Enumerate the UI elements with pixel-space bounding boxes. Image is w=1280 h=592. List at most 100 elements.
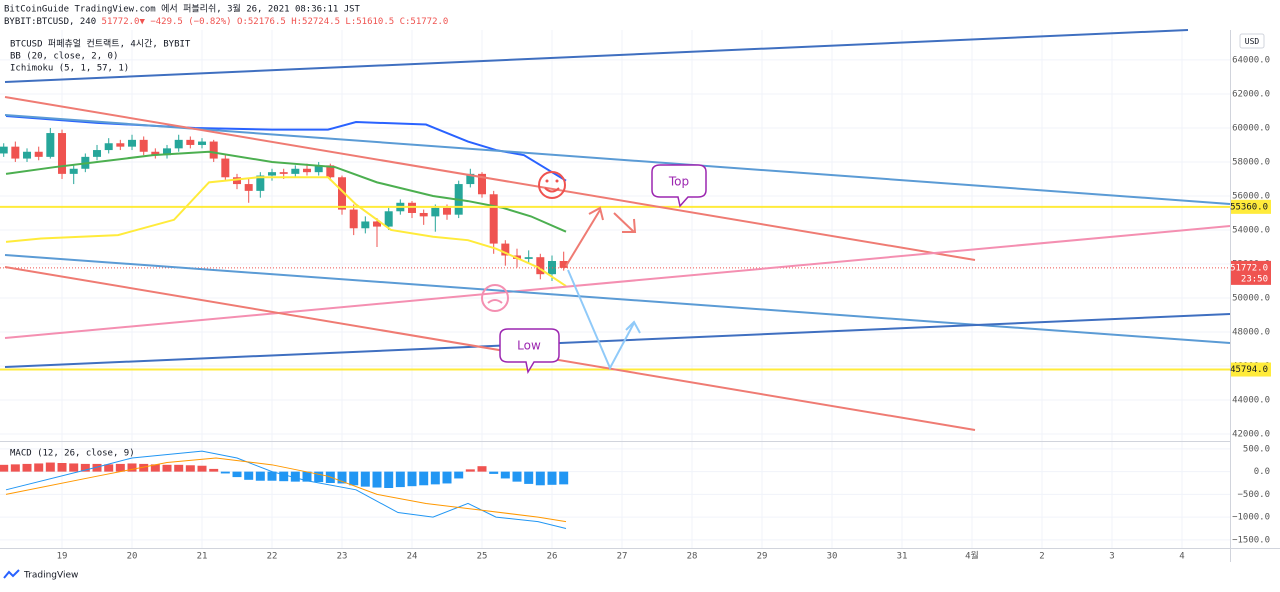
indicator-label: Ichimoku (5, 1, 57, 1) bbox=[10, 64, 129, 74]
histogram-bar bbox=[57, 463, 67, 472]
candle-body bbox=[233, 177, 242, 185]
candle-body bbox=[419, 212, 428, 217]
symbol-info: BYBIT:BTCUSD, 240 51772.0▼ −429.5 (−0.82… bbox=[4, 17, 448, 27]
ohlc: O:52176.5 H:52724.5 L:51610.5 C:51772.0 bbox=[237, 17, 448, 27]
trendline bbox=[4, 313, 1231, 368]
candle-body bbox=[128, 139, 137, 147]
histogram-bar bbox=[524, 471, 534, 484]
y-tick-label: 54000.0 bbox=[1232, 225, 1270, 235]
trendline bbox=[4, 96, 976, 261]
candle-body bbox=[209, 141, 218, 159]
price-tag-label: 51772.0 bbox=[1230, 263, 1268, 273]
histogram-bar bbox=[0, 464, 9, 472]
histogram-bar bbox=[337, 471, 347, 484]
histogram-bar bbox=[104, 464, 114, 472]
histogram-bar bbox=[34, 463, 44, 472]
candle-body bbox=[69, 168, 78, 174]
trendline bbox=[4, 266, 976, 431]
indicator-label: BB (20, close, 2, 0) bbox=[10, 52, 118, 62]
x-tick-label: 4월 bbox=[965, 550, 979, 562]
y-tick-label: 58000.0 bbox=[1232, 157, 1270, 167]
histogram-bar bbox=[232, 471, 242, 478]
x-tick-label: 4 bbox=[1179, 552, 1184, 562]
candle-body bbox=[314, 165, 323, 173]
y-tick-label: −500.0 bbox=[1237, 490, 1270, 500]
arrow-head bbox=[625, 320, 641, 334]
candle-body bbox=[431, 207, 440, 217]
histogram-bar bbox=[372, 471, 382, 488]
currency-box[interactable] bbox=[1239, 33, 1265, 49]
histogram-bar bbox=[302, 471, 312, 482]
candle-body bbox=[279, 172, 288, 174]
histogram-bar bbox=[500, 471, 510, 479]
indicator-line bbox=[5, 150, 567, 233]
arrow-head bbox=[588, 206, 604, 221]
x-tick-label: 22 bbox=[267, 552, 278, 562]
currency[interactable]: USD bbox=[1245, 37, 1260, 46]
histogram-bar bbox=[115, 463, 125, 472]
histogram-bar bbox=[349, 471, 359, 486]
histogram-bar bbox=[559, 471, 569, 485]
x-tick-label: 2 bbox=[1039, 552, 1044, 562]
candle-body bbox=[23, 151, 32, 159]
histogram-bar bbox=[69, 463, 79, 472]
candle-body bbox=[443, 207, 452, 215]
y-tick-label: 62000.0 bbox=[1232, 89, 1270, 99]
candle-body bbox=[349, 209, 358, 229]
change: ▼ −429.5 (−0.82%) bbox=[139, 17, 231, 27]
y-tick-label: 64000.0 bbox=[1232, 55, 1270, 65]
smiley bbox=[544, 187, 560, 193]
histogram-bar bbox=[430, 471, 440, 485]
y-tick-label: 42000.0 bbox=[1232, 430, 1270, 440]
candle-body bbox=[139, 139, 148, 152]
histogram-bar bbox=[139, 463, 149, 472]
histogram-bar bbox=[489, 471, 499, 474]
y-tick-label: −1000.0 bbox=[1232, 513, 1270, 523]
price-tag-label: 55360.0 bbox=[1230, 202, 1268, 212]
histogram-bar bbox=[10, 464, 20, 472]
trendline bbox=[4, 225, 1231, 339]
histogram-bar bbox=[465, 469, 475, 472]
histogram-bar bbox=[314, 471, 324, 483]
histogram-bar bbox=[220, 471, 230, 474]
price-tag bbox=[1231, 362, 1271, 377]
price-tag-label: 45794.0 bbox=[1230, 365, 1268, 375]
candle-body bbox=[501, 243, 510, 256]
candle-body bbox=[408, 202, 417, 213]
smiley bbox=[538, 171, 566, 199]
candle-body bbox=[524, 257, 533, 259]
x-tick-label: 21 bbox=[197, 552, 208, 562]
candle-body bbox=[116, 143, 125, 147]
candle-body bbox=[559, 260, 568, 268]
histogram-bar bbox=[197, 465, 207, 472]
candle-body bbox=[104, 143, 113, 151]
x-tick-label: 27 bbox=[617, 552, 628, 562]
callout bbox=[499, 328, 560, 375]
arrow bbox=[613, 212, 635, 233]
last-price: 51772.0 bbox=[102, 17, 140, 27]
y-tick-label: 44000.0 bbox=[1232, 396, 1270, 406]
x-tick-label: 31 bbox=[897, 552, 908, 562]
candle-body bbox=[186, 139, 195, 145]
x-tick-label: 26 bbox=[547, 552, 558, 562]
candle-body bbox=[0, 146, 8, 154]
arrow bbox=[567, 269, 635, 371]
candle-body bbox=[163, 148, 172, 156]
smiley bbox=[487, 299, 503, 304]
y-tick-label: −1500.0 bbox=[1232, 535, 1270, 545]
annotation: Top bbox=[668, 175, 689, 189]
candle-body bbox=[198, 141, 207, 145]
y-tick-label: 0.0 bbox=[1254, 467, 1270, 477]
candle-body bbox=[361, 221, 370, 229]
histogram-bar bbox=[174, 464, 184, 472]
candle-body bbox=[326, 165, 335, 178]
grid bbox=[0, 30, 1230, 548]
y-tick-label: 48000.0 bbox=[1232, 328, 1270, 338]
candle-body bbox=[58, 133, 67, 174]
candle-body bbox=[536, 257, 545, 275]
x-tick-label: 24 bbox=[407, 552, 418, 562]
candle-body bbox=[291, 168, 300, 174]
x-tick-label: 20 bbox=[127, 552, 138, 562]
